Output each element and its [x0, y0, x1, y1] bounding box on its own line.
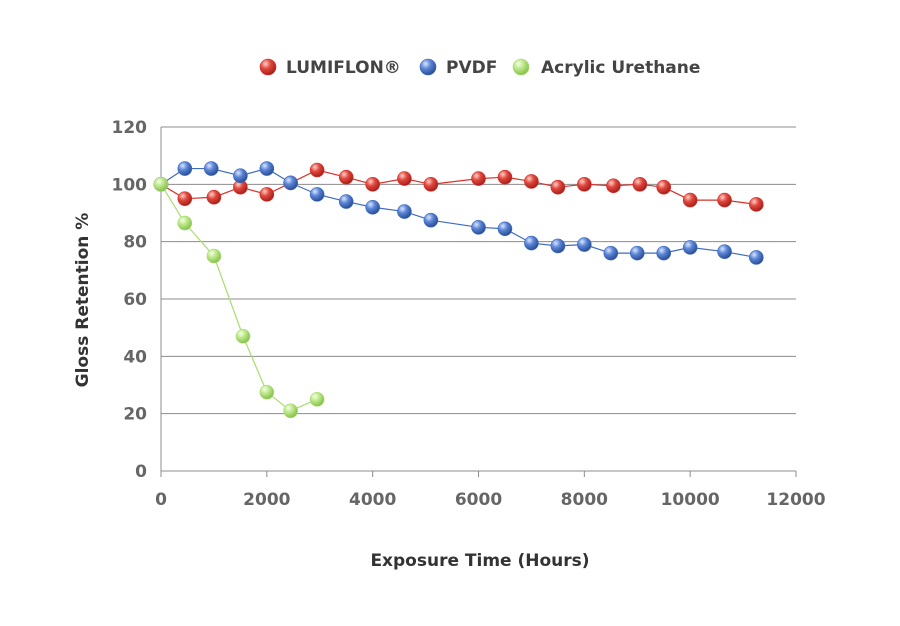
- data-point: [524, 235, 539, 251]
- data-point: [365, 199, 380, 215]
- data-point: [717, 192, 732, 208]
- data-point: [259, 187, 275, 202]
- data-point: [283, 175, 298, 191]
- data-point: [259, 384, 275, 400]
- data-point: [309, 187, 325, 202]
- data-point: [235, 328, 251, 344]
- data-point: [629, 245, 645, 261]
- data-point: [397, 204, 412, 219]
- data-point: [423, 177, 439, 192]
- data-point: [153, 177, 169, 192]
- x-tick-label: 2000: [243, 490, 290, 510]
- series-acrylic-urethane: [153, 177, 325, 419]
- data-point: [749, 197, 764, 212]
- data-point: [497, 221, 513, 237]
- x-axis-title: Exposure Time (Hours): [370, 551, 589, 571]
- series-lumiflon: [153, 162, 764, 212]
- x-tick-label: 12000: [766, 490, 825, 510]
- data-point: [497, 169, 513, 185]
- legend-marker: [259, 58, 277, 76]
- axes: 0 20 40 60 80 100 120 0 2000 4000 6000 8000 10000 120…: [112, 118, 826, 510]
- legend-marker: [419, 58, 437, 76]
- data-point: [309, 162, 325, 178]
- y-tick-label: 120: [112, 118, 148, 138]
- data-point: [309, 392, 325, 407]
- legend-label: Acrylic Urethane: [541, 58, 700, 78]
- series-line: [160, 169, 757, 205]
- data-point: [656, 245, 672, 261]
- data-point: [603, 245, 619, 261]
- data-point: [749, 250, 764, 265]
- data-point: [606, 178, 621, 194]
- data-point: [206, 248, 222, 264]
- data-point: [203, 161, 219, 176]
- legend-label: LUMIFLON®: [286, 58, 401, 78]
- data-point: [550, 238, 566, 254]
- x-tick-label: 8000: [561, 490, 608, 510]
- x-tick-label: 10000: [661, 490, 720, 510]
- data-point: [177, 215, 193, 231]
- y-tick-label: 20: [123, 405, 147, 425]
- data-point: [632, 177, 648, 192]
- y-axis-title: Gloss Retention %: [73, 213, 93, 388]
- data-point: [550, 179, 566, 195]
- data-point: [656, 179, 672, 195]
- x-tick-label: 0: [155, 490, 167, 510]
- data-point: [471, 220, 486, 235]
- data-point: [259, 161, 275, 176]
- x-tick-label: 4000: [349, 490, 396, 510]
- y-tick-label: 100: [112, 175, 148, 195]
- gridlines: [161, 126, 796, 415]
- y-tick-label: 40: [123, 347, 147, 367]
- legend-label: PVDF: [446, 58, 497, 78]
- legend-marker: [512, 58, 530, 76]
- data-point: [397, 171, 412, 186]
- data-point: [365, 177, 380, 192]
- series-pvdf: [153, 161, 764, 265]
- data-point: [283, 403, 298, 419]
- data-point: [682, 240, 698, 255]
- data-point: [206, 189, 222, 205]
- data-point: [577, 177, 592, 192]
- data-point: [177, 161, 193, 176]
- y-tick-label: 0: [135, 462, 147, 482]
- data-point: [524, 174, 539, 189]
- series-line: [160, 167, 757, 259]
- data-point: [233, 168, 248, 184]
- x-tick-label: 6000: [455, 490, 502, 510]
- data-point: [177, 191, 193, 206]
- series-layer: [153, 161, 764, 419]
- data-point: [423, 212, 439, 228]
- data-point: [717, 244, 732, 259]
- data-point: [682, 192, 698, 208]
- data-point: [338, 194, 354, 209]
- data-point: [338, 169, 354, 185]
- legend: LUMIFLON® PVDF Acrylic Urethane: [259, 58, 700, 78]
- data-point: [577, 237, 592, 252]
- y-tick-label: 80: [123, 233, 147, 253]
- data-point: [471, 171, 486, 186]
- y-tick-label: 60: [123, 290, 147, 310]
